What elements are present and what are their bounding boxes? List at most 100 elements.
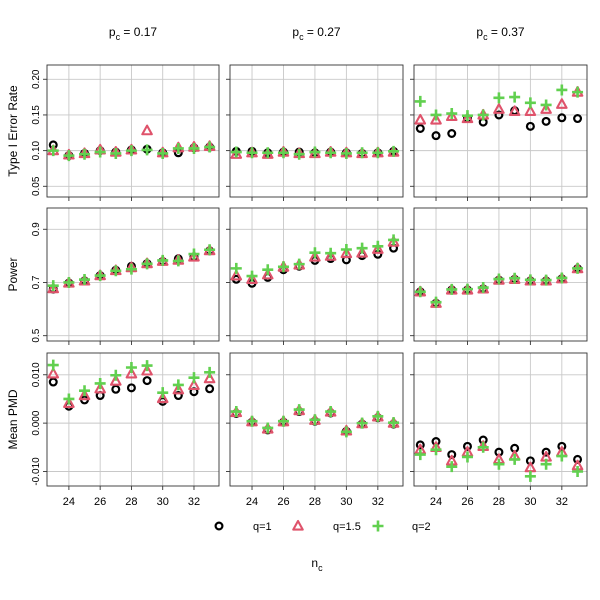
point-q2 (493, 273, 505, 285)
panel-frame (413, 64, 588, 198)
point-q1-5 (414, 113, 427, 125)
point-q1-5 (493, 103, 505, 114)
point-q2 (430, 444, 442, 456)
point-q1 (173, 391, 183, 401)
point-q2 (414, 95, 426, 107)
point-q2 (204, 366, 216, 378)
point-q2 (325, 247, 337, 259)
point-q2 (509, 272, 521, 284)
legend-label-q2: q=2 (412, 521, 431, 533)
strip-label-col-3-value: = 0.37 (488, 25, 525, 39)
panel-frame (413, 352, 588, 487)
point-q2 (388, 417, 400, 429)
point-q2 (157, 254, 169, 266)
point-q2 (246, 415, 258, 427)
panel-frame (229, 352, 404, 487)
strip-label-col-2-value: = 0.27 (304, 25, 341, 39)
point-q1-5 (324, 250, 337, 261)
point-q2 (493, 458, 505, 470)
point-q2 (540, 274, 552, 286)
panel-frame (46, 64, 220, 198)
point-q2 (340, 243, 352, 255)
strip-label-col-3-main: p (476, 25, 483, 39)
point-q2 (141, 360, 153, 372)
point-q1-5 (387, 235, 400, 247)
y-tick-label: 0.15 (31, 105, 42, 125)
point-q2 (262, 422, 274, 434)
legend-label-q1: q=1 (253, 521, 272, 533)
point-q2 (477, 282, 489, 294)
strip-label-col-2-main: p (292, 25, 299, 39)
y-axis-label-row-3: Mean PMD (6, 389, 20, 449)
point-q2 (172, 142, 184, 154)
point-q2 (110, 265, 122, 277)
point-q1-5 (556, 98, 568, 109)
point-q1-5 (356, 246, 368, 258)
point-q2 (110, 147, 122, 159)
strip-label-col-1-main: p (109, 25, 116, 39)
point-q2 (414, 286, 426, 298)
point-q2 (79, 274, 91, 286)
y-tick-label: 0.7 (31, 275, 42, 289)
point-q2 (94, 146, 106, 158)
point-q2 (172, 255, 184, 267)
point-q2 (277, 261, 289, 273)
point-q2 (293, 148, 305, 160)
point-q1 (494, 110, 504, 120)
point-q2 (340, 147, 352, 159)
point-q2 (125, 145, 137, 157)
strip-label-col-2-sub: c (299, 32, 304, 42)
point-q1-5 (340, 247, 353, 259)
x-tick-label: 32 (556, 496, 568, 508)
y-axis-label-row-1: Type I Error Rate (6, 85, 20, 177)
legend-label-q15: q=1.5 (333, 521, 361, 533)
panel-frame (46, 207, 220, 342)
point-q2 (572, 86, 584, 98)
point-q2 (509, 91, 521, 103)
point-q2 (430, 109, 442, 121)
point-q2 (461, 451, 473, 463)
point-q1-5 (508, 105, 521, 117)
point-q2 (356, 147, 368, 159)
point-q2 (340, 426, 352, 438)
x-axis-label: nc (311, 556, 323, 573)
x-tick-label: 24 (246, 496, 258, 508)
point-q2 (141, 144, 153, 156)
point-q2 (172, 379, 184, 391)
point-q2 (556, 272, 568, 284)
point-q1-5 (63, 397, 75, 408)
point-q2 (63, 150, 75, 162)
point-q1 (48, 377, 58, 387)
point-q1 (214, 521, 224, 531)
strip-label-col-2: pc = 0.27 (292, 25, 341, 42)
point-q2 (293, 258, 305, 270)
x-tick-label: 32 (372, 496, 384, 508)
x-tick-label: 28 (125, 496, 137, 508)
strip-label-col-1-sub: c (116, 32, 121, 42)
x-tick-label: 30 (524, 496, 536, 508)
point-q1-5 (78, 389, 91, 401)
strip-label-col-1-value: = 0.17 (120, 25, 157, 39)
point-q2 (47, 145, 59, 157)
point-q1 (415, 124, 425, 134)
x-tick-label: 24 (63, 496, 75, 508)
point-q1-5 (309, 250, 321, 262)
point-q2 (309, 414, 321, 426)
point-q2 (94, 377, 106, 389)
y-tick-label: -0.010 (31, 457, 42, 486)
point-q1 (557, 441, 567, 451)
point-q2 (277, 147, 289, 159)
point-q2 (277, 415, 289, 427)
point-q2 (524, 97, 536, 109)
point-q1 (111, 384, 121, 394)
point-q2 (94, 270, 106, 282)
point-q1 (415, 440, 425, 450)
x-tick-label: 26 (461, 496, 473, 508)
point-q2 (372, 147, 384, 159)
y-tick-label: 0.20 (31, 69, 42, 89)
x-tick-label: 32 (188, 496, 200, 508)
x-axis-label-sub: c (318, 563, 323, 573)
point-q2 (188, 372, 200, 384)
point-q2 (262, 147, 274, 159)
point-q1 (447, 128, 457, 138)
